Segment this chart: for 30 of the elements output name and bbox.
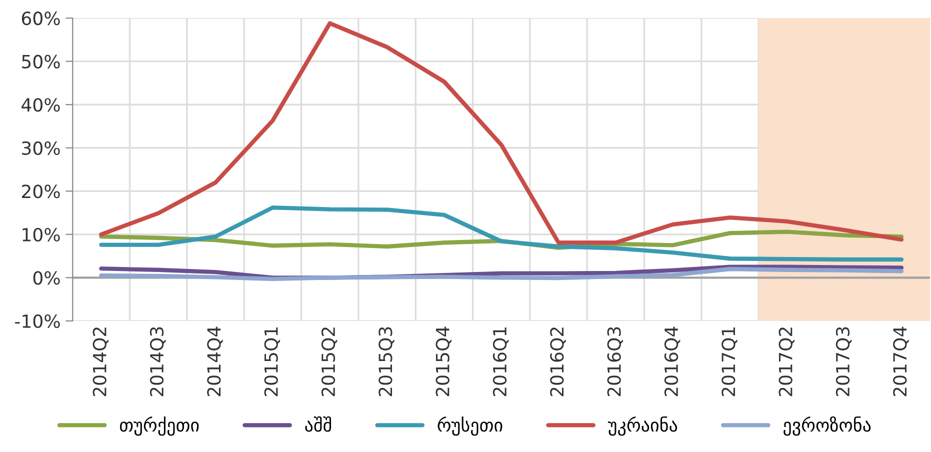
x-tick-label: 2017Q4 <box>893 326 909 396</box>
x-tick-label: 2017Q3 <box>836 327 852 396</box>
x-tick-label: 2016Q3 <box>607 327 623 396</box>
y-tick-label: -10% <box>15 314 60 328</box>
y-tick-label: 60% <box>22 12 60 26</box>
x-tick-label: 2015Q2 <box>321 328 338 396</box>
y-tick-label: 0% <box>33 271 60 285</box>
x-tick-label: 2014Q4 <box>207 326 223 396</box>
x-tick-label: 2014Q2 <box>92 328 109 396</box>
y-tick-label: 50% <box>22 54 60 68</box>
y-tick-label: 30% <box>22 141 60 155</box>
legend-label: თურქეთი <box>120 416 199 436</box>
x-tick-label: 2016Q2 <box>550 328 566 396</box>
legend-label: რუსეთი <box>438 416 502 436</box>
x-tick-label: 2017Q1 <box>722 327 738 396</box>
legend-label: აშშ <box>305 416 332 432</box>
x-tick-label: 2015Q4 <box>436 326 452 396</box>
x-tick-label: 2016Q4 <box>664 326 680 396</box>
legend-label: ევროზონა <box>784 416 871 436</box>
line-series <box>99 205 904 262</box>
line-series <box>99 21 904 245</box>
y-tick-label: 20% <box>22 184 60 198</box>
x-tick-label: 2015Q1 <box>264 327 280 396</box>
x-tick-label: 2014Q3 <box>150 327 166 396</box>
x-tick-label: 2015Q3 <box>378 327 394 396</box>
x-tick-label: 2017Q2 <box>778 328 794 396</box>
legend-label: უკრაინა <box>608 416 678 436</box>
x-tick-label: 2016Q1 <box>492 327 509 396</box>
y-tick-label: 40% <box>22 98 60 112</box>
y-tick-label: 10% <box>22 228 60 242</box>
